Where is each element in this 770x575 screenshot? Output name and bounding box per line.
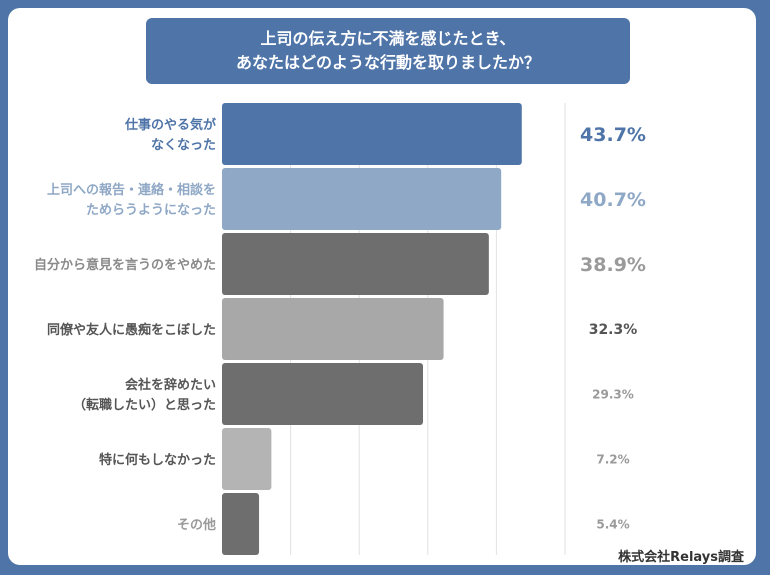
value-label: 40.7% bbox=[580, 189, 646, 211]
category-label: その他 bbox=[177, 517, 216, 533]
category-label: 特に何もしなかった bbox=[99, 452, 216, 468]
value-label: 29.3% bbox=[592, 387, 634, 401]
bar bbox=[222, 298, 444, 360]
bar bbox=[222, 428, 272, 490]
value-label: 5.4% bbox=[596, 517, 629, 531]
bar bbox=[222, 363, 423, 425]
category-label: 上司への報告・連絡・相談をためらうようになった bbox=[47, 182, 216, 218]
value-label: 38.9% bbox=[580, 254, 646, 276]
value-label: 43.7% bbox=[580, 124, 646, 146]
bar bbox=[222, 103, 522, 165]
bar bbox=[222, 168, 502, 230]
category-label: 自分から意見を言うのをやめた bbox=[34, 257, 216, 273]
chart-title-line-2: あなたはどのような行動を取りましたか？ bbox=[235, 53, 540, 72]
value-label: 32.3% bbox=[589, 322, 638, 338]
value-label: 7.2% bbox=[596, 452, 629, 466]
survey-credit: 株式会社Relays調査 bbox=[618, 550, 744, 565]
bar bbox=[222, 233, 489, 295]
category-label: 会社を辞めたい（転職したい）と思った bbox=[73, 377, 216, 413]
category-label: 仕事のやる気がなくなった bbox=[124, 117, 216, 153]
chart-title-box: 上司の伝え方に不満を感じたとき、 あなたはどのような行動を取りましたか？ bbox=[146, 18, 630, 84]
category-label: 同僚や友人に愚痴をこぼした bbox=[47, 322, 216, 338]
chart-title-line-1: 上司の伝え方に不満を感じたとき、 bbox=[260, 29, 516, 48]
bar bbox=[222, 493, 260, 555]
